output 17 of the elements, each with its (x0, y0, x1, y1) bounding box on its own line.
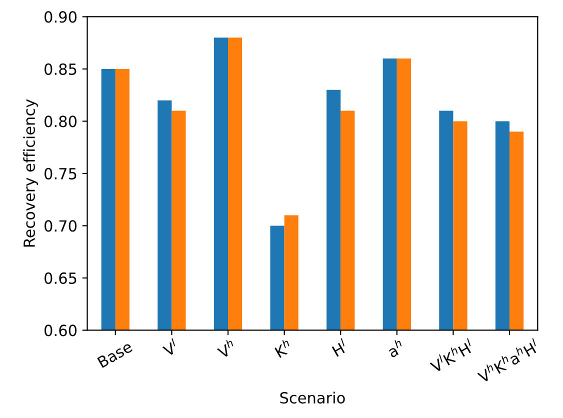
x-tick-label: Base (97, 340, 134, 368)
x-tick-label: V$^{h}$K$^{h}$a$^{h}$H$^{l}$ (476, 338, 540, 384)
x-tick-label: V$^{h}$ (215, 338, 237, 359)
y-tick-label: 0.75 (44, 168, 76, 180)
x-tick-label: K$^{h}$ (273, 338, 293, 358)
x-tick-label: a$^{h}$ (386, 338, 406, 358)
y-tick-label: 0.80 (44, 116, 77, 128)
x-axis-title: Scenario (280, 392, 345, 404)
y-tick-label: 0.90 (44, 11, 77, 23)
y-axis-title: Recovery efficiency (23, 99, 38, 247)
x-tick-label: H$^{l}$ (330, 338, 349, 357)
x-tick-label: V$^{l}$K$^{h}$H$^{l}$ (428, 338, 475, 374)
x-tick-label: V$^{l}$ (160, 338, 180, 357)
y-tick-label: 0.65 (44, 272, 76, 284)
y-tick-label: 0.85 (44, 63, 76, 75)
y-tick-label: 0.60 (44, 324, 77, 336)
y-tick-label: 0.70 (44, 220, 77, 232)
